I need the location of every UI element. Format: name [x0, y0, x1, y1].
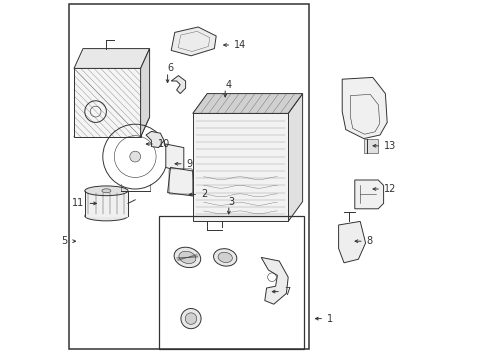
Circle shape: [181, 309, 201, 329]
Text: 13: 13: [384, 141, 396, 151]
Bar: [364, 139, 378, 153]
Text: 12: 12: [384, 184, 396, 194]
Circle shape: [185, 313, 197, 324]
Bar: [69, 4, 309, 349]
Polygon shape: [74, 117, 149, 137]
Text: 2: 2: [201, 189, 207, 199]
Text: 9: 9: [187, 159, 193, 169]
Text: 7: 7: [284, 287, 290, 297]
Text: 1: 1: [327, 314, 333, 324]
Ellipse shape: [218, 252, 232, 262]
Ellipse shape: [174, 247, 201, 267]
Text: 3: 3: [229, 197, 235, 207]
Polygon shape: [168, 167, 195, 196]
Polygon shape: [171, 27, 216, 56]
Polygon shape: [261, 257, 288, 304]
Polygon shape: [141, 49, 149, 137]
Polygon shape: [339, 221, 366, 263]
Ellipse shape: [214, 249, 237, 266]
Circle shape: [130, 151, 141, 162]
Text: 11: 11: [72, 198, 84, 208]
Ellipse shape: [85, 186, 128, 196]
Text: 4: 4: [225, 80, 231, 90]
Polygon shape: [74, 49, 149, 68]
Text: 8: 8: [367, 236, 373, 246]
Ellipse shape: [179, 251, 196, 264]
Polygon shape: [166, 144, 184, 173]
Ellipse shape: [85, 211, 128, 221]
Polygon shape: [355, 180, 384, 209]
Text: 10: 10: [158, 139, 170, 149]
Text: 6: 6: [168, 63, 174, 73]
Polygon shape: [342, 77, 387, 139]
Ellipse shape: [102, 189, 111, 193]
Polygon shape: [193, 94, 303, 113]
Text: 14: 14: [234, 40, 246, 50]
Polygon shape: [146, 131, 164, 148]
Polygon shape: [193, 113, 288, 221]
Polygon shape: [288, 94, 303, 221]
Polygon shape: [74, 68, 141, 137]
Bar: [159, 216, 304, 349]
Text: 5: 5: [62, 236, 68, 246]
Polygon shape: [171, 76, 186, 94]
